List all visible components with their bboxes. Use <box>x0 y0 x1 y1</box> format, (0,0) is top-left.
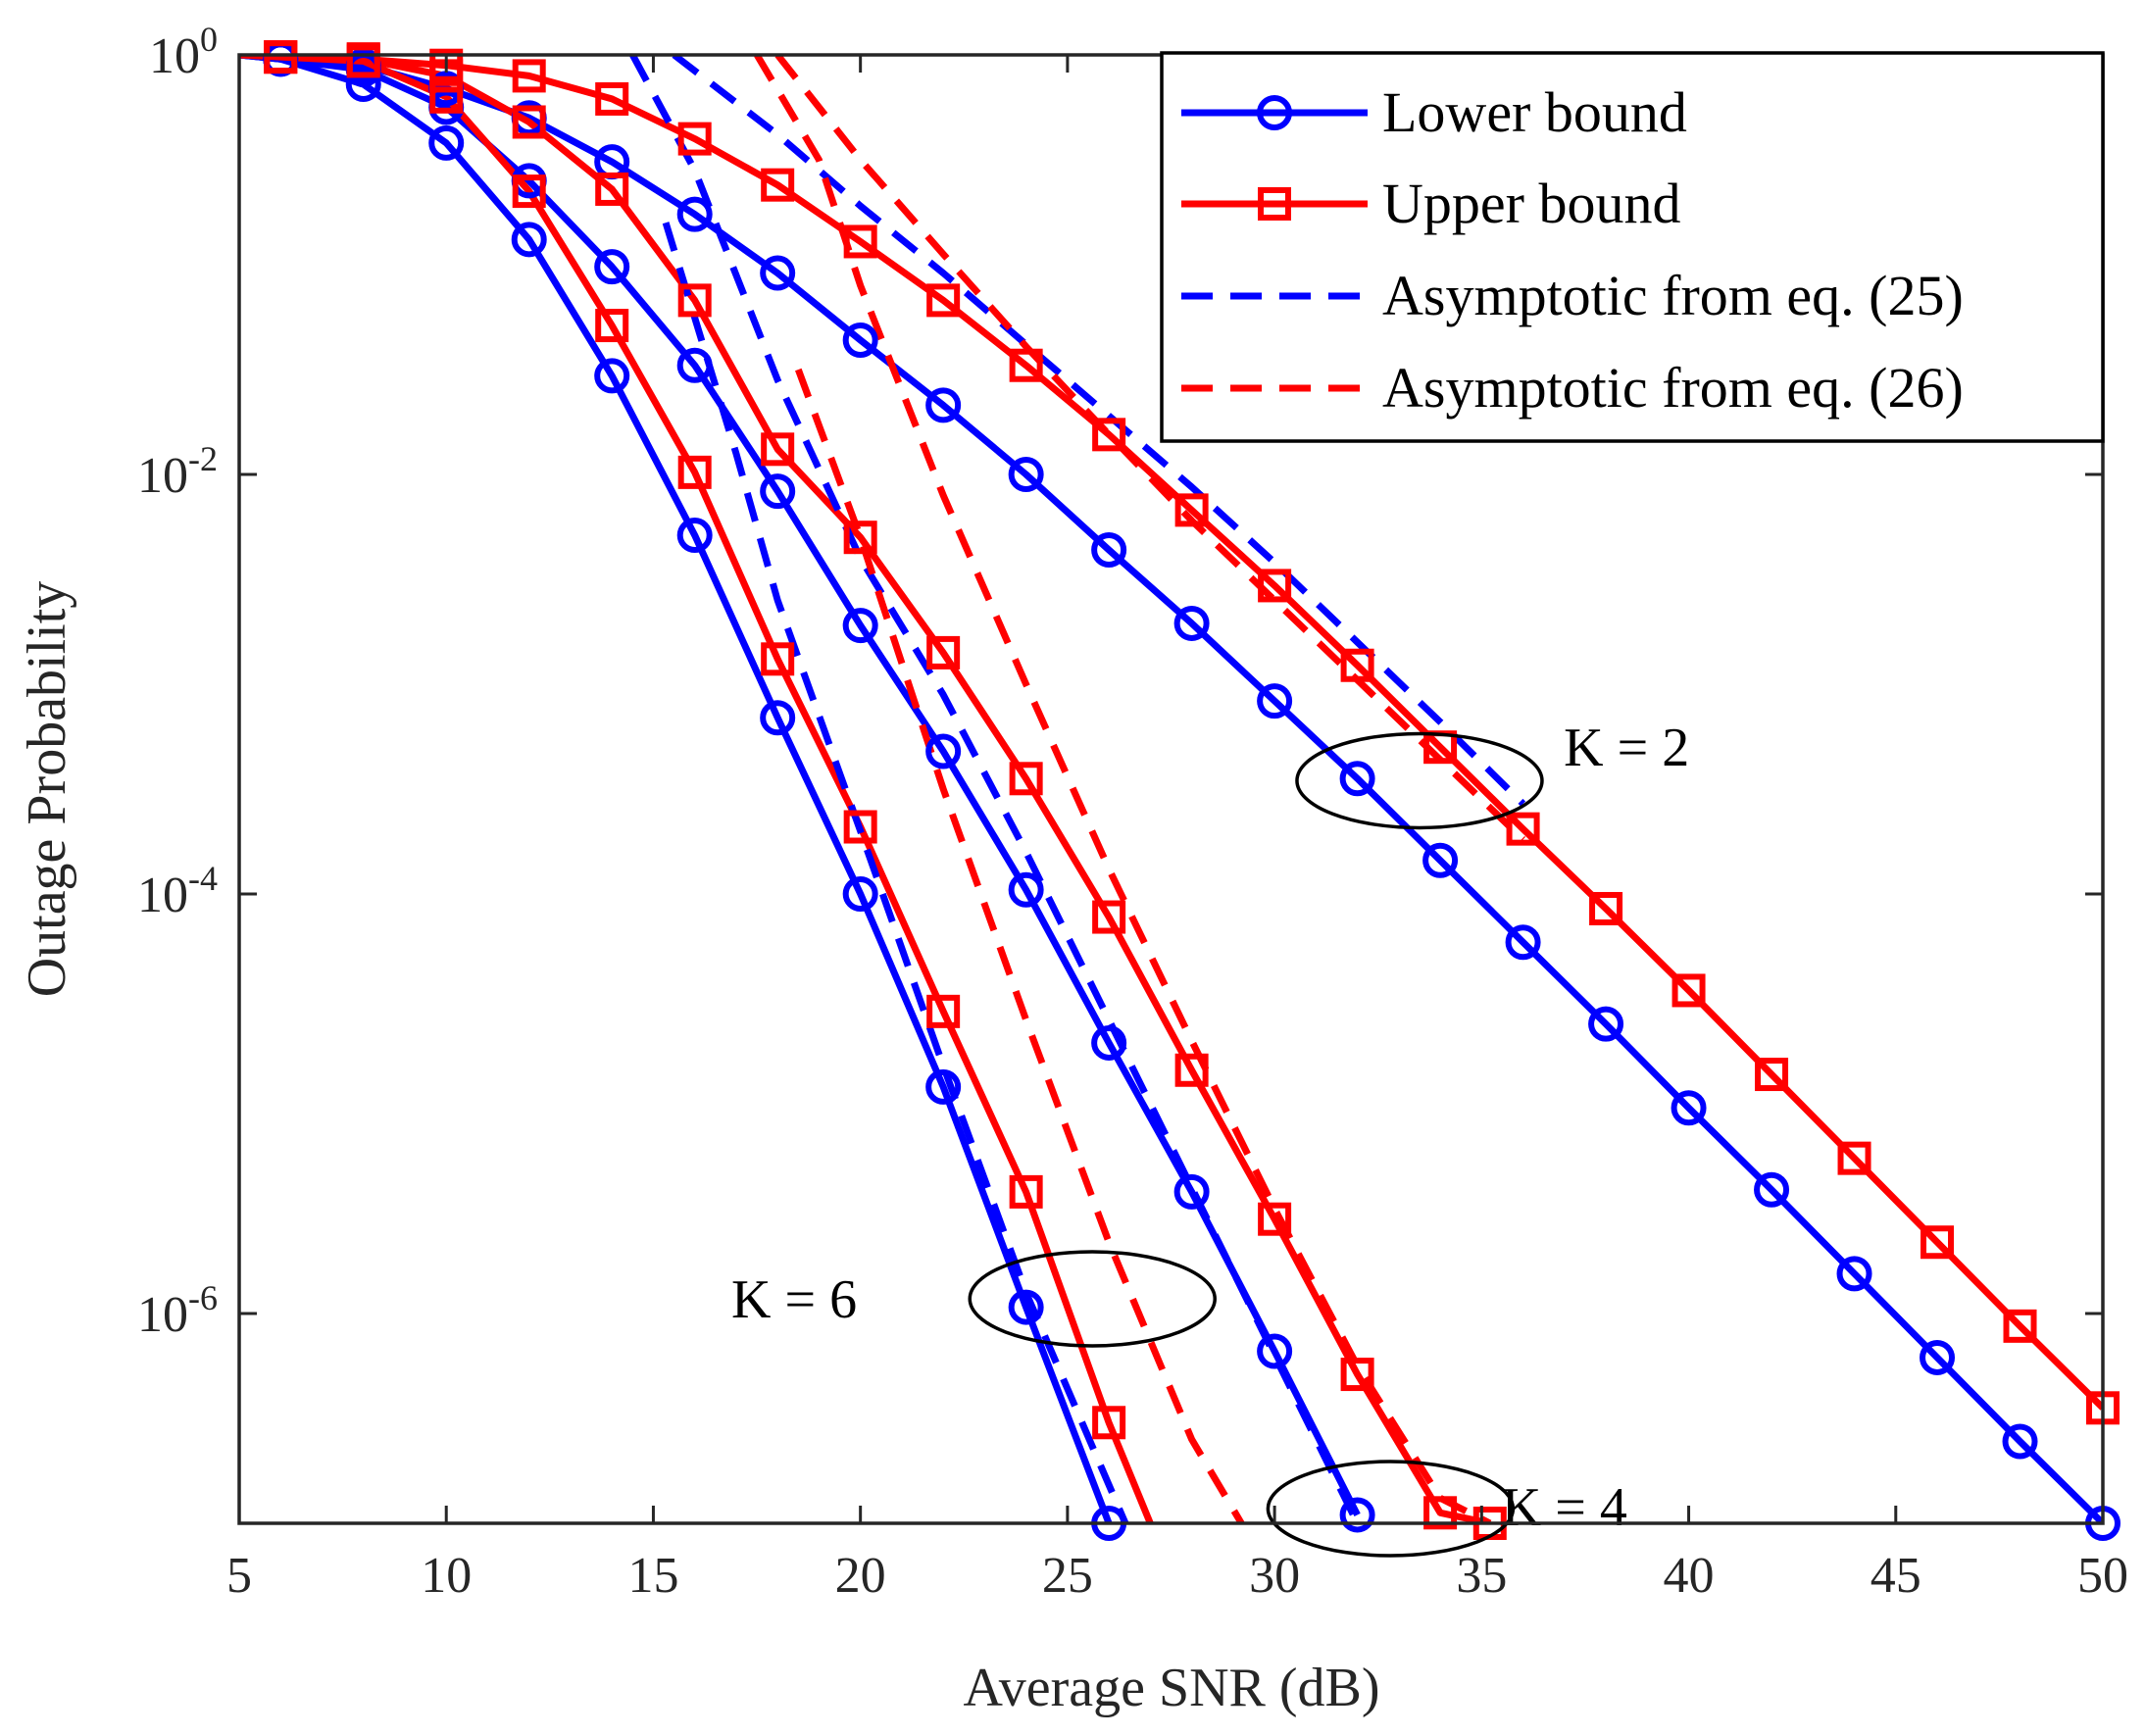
x-tick-label: 35 <box>1456 1548 1507 1604</box>
x-tick-label: 50 <box>2077 1548 2128 1604</box>
x-tick-label: 30 <box>1249 1548 1300 1604</box>
legend-label-1: Upper bound <box>1382 172 1680 235</box>
legend-label-0: Lower bound <box>1382 80 1687 144</box>
annotation-label-1: K = 4 <box>1502 1477 1627 1538</box>
data-point-4-14 <box>1343 1500 1372 1529</box>
annotation-ellipse-0 <box>1297 733 1542 827</box>
legend: Lower bound Upper bound Asymptotic from eq… <box>1162 53 2103 441</box>
annotation-label-2: K = 6 <box>731 1269 857 1330</box>
x-tick-label: 40 <box>1664 1548 1715 1604</box>
x-tick-label: 45 <box>1871 1548 1921 1604</box>
annotation-label-0: K = 2 <box>1564 718 1689 778</box>
x-tick-label: 10 <box>421 1548 472 1604</box>
legend-label-2: Asymptotic from eq. (25) <box>1382 264 1964 327</box>
y-tick-label: 10-2 <box>137 439 218 504</box>
x-axis-label: Average SNR (dB) <box>963 1658 1379 1718</box>
y-tick-label: 10-6 <box>137 1278 218 1343</box>
y-axis-label: Outage Probability <box>17 581 77 998</box>
outage-probability-chart: K = 2 K = 4 K = 6 5 10 15 20 25 30 35 40 45 50 100 10… <box>0 0 2145 1736</box>
x-tick-label: 15 <box>627 1548 678 1604</box>
x-tick-label: 25 <box>1042 1548 1093 1604</box>
annotation-ellipse-2 <box>970 1252 1215 1346</box>
y-tick-label: 10-4 <box>137 859 218 923</box>
legend-label-3: Asymptotic from eq. (26) <box>1382 356 1964 420</box>
x-tick-label: 20 <box>835 1548 886 1604</box>
y-tick-label: 100 <box>149 20 218 84</box>
x-tick-label: 5 <box>226 1548 252 1604</box>
